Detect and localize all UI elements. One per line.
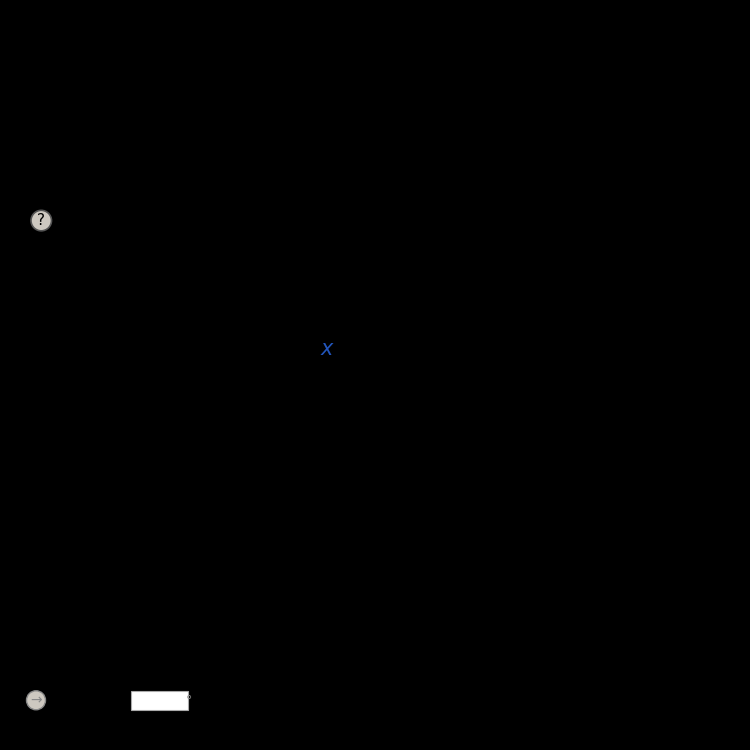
Text: C: C — [649, 522, 664, 542]
Text: →: → — [30, 693, 42, 707]
FancyBboxPatch shape — [131, 691, 188, 710]
Text: The diagram is not drawn accurately.: The diagram is not drawn accurately. — [45, 640, 330, 656]
Text: A: A — [49, 518, 64, 538]
Text: B: B — [172, 518, 188, 538]
Text: °: ° — [186, 694, 192, 707]
Text: y: y — [146, 442, 158, 462]
Text: z: z — [684, 478, 694, 496]
Text: Given that angle y = 128° and angle z = 299°, work out x.: Given that angle y = 128° and angle z = … — [71, 220, 544, 235]
Text: A, B and C lie on a straight line.: A, B and C lie on a straight line. — [71, 206, 326, 220]
Text: x: x — [320, 339, 332, 359]
Text: ?: ? — [38, 213, 45, 228]
Text: x =: x = — [75, 692, 104, 709]
